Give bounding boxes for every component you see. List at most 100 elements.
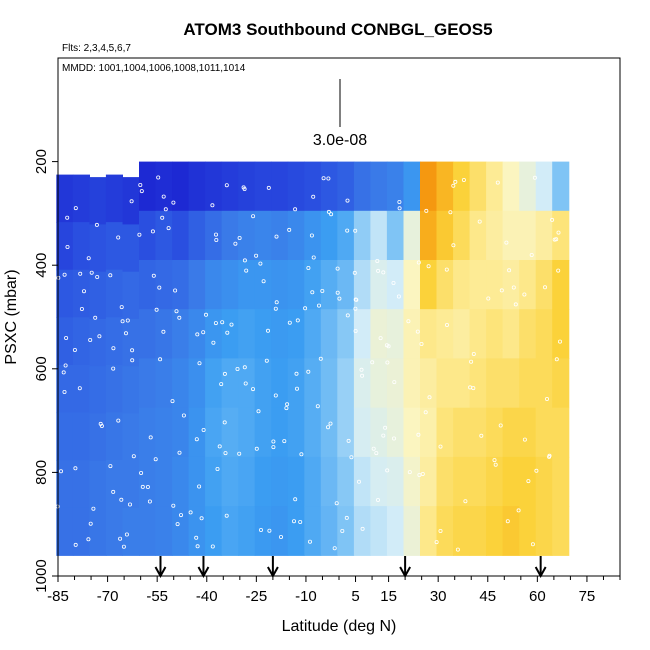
sample-point (210, 203, 215, 208)
heatmap-cell (337, 260, 355, 310)
heatmap-cell (155, 210, 173, 261)
heatmap-cell (453, 506, 471, 556)
heatmap-cell (139, 260, 157, 310)
sample-point (214, 237, 219, 242)
heatmap-cell (552, 407, 570, 458)
heatmap-cell (172, 407, 190, 458)
sample-point (153, 457, 158, 462)
heatmap-cell (337, 506, 355, 556)
sample-point (375, 258, 380, 263)
heatmap-cell (320, 210, 338, 261)
sample-point (266, 185, 271, 190)
heatmap-cell (486, 210, 504, 261)
sample-point (156, 175, 161, 180)
heatmap-cell (205, 456, 223, 507)
sample-point (250, 387, 255, 392)
heatmap-cell (238, 260, 256, 310)
sample-point (391, 436, 396, 441)
heatmap-cell (386, 161, 404, 212)
sample-point (88, 521, 93, 526)
heatmap-cell (502, 358, 520, 409)
heatmap-cell (89, 460, 107, 509)
heatmap-cell (139, 456, 157, 507)
sample-point (287, 320, 292, 325)
sample-point (78, 271, 83, 276)
sample-point (177, 450, 182, 455)
heatmap-cell (105, 412, 123, 461)
heatmap-cell (552, 358, 570, 409)
scale-bar-label: 3.0e-08 (313, 132, 367, 149)
sample-point (213, 232, 218, 237)
heatmap-cell (205, 260, 223, 310)
sample-point (127, 502, 132, 507)
sample-point (329, 212, 334, 217)
heatmap-cell (139, 358, 157, 409)
sample-point (79, 306, 84, 311)
heatmap-cell (287, 506, 305, 556)
heatmap-cell (188, 456, 206, 507)
heatmap-cell (353, 260, 371, 310)
heatmap-cell (254, 407, 272, 458)
sample-point (468, 385, 473, 390)
sample-point (119, 497, 124, 502)
sample-point (120, 319, 125, 324)
heatmap-cell (403, 358, 421, 409)
heatmap-cell (105, 364, 123, 414)
heatmap-cell (139, 309, 157, 359)
heatmap-cell (486, 407, 504, 458)
heatmap-cell (436, 506, 454, 556)
heatmap-cell (89, 366, 107, 415)
sample-point (237, 235, 242, 240)
sample-point (335, 266, 340, 271)
sample-point (278, 535, 283, 540)
arrow-head (197, 566, 210, 579)
sample-point (130, 348, 135, 353)
sample-point (360, 373, 365, 378)
sample-point (194, 437, 199, 442)
sample-point (65, 215, 70, 220)
sample-point (242, 365, 247, 370)
sample-point (293, 207, 298, 212)
sample-point (420, 471, 425, 476)
x-tick-label: 75 (579, 588, 596, 605)
sample-point (118, 536, 123, 541)
sample-point (166, 226, 171, 231)
x-tick-label: -70 (97, 588, 119, 605)
y-tick-label: 800 (33, 460, 50, 485)
sample-point (86, 256, 91, 261)
heatmap-cell (172, 506, 190, 556)
x-tick-label: 60 (529, 588, 546, 605)
heatmap-cell (254, 161, 272, 212)
sample-point (392, 380, 397, 385)
sample-point (335, 290, 340, 295)
heatmap-cell (436, 161, 454, 212)
heatmap-cell (337, 161, 355, 212)
heatmap-cell (254, 456, 272, 507)
heatmap-cell (386, 407, 404, 458)
sample-point (522, 292, 527, 297)
sample-point (116, 235, 121, 240)
heatmap-cell (172, 358, 190, 409)
heatmap-cell (519, 260, 537, 310)
heatmap-cell (519, 161, 537, 212)
heatmap-cell (469, 161, 487, 212)
heatmap-cell (89, 318, 107, 367)
y-axis: 200 400 600 800 1000 (33, 149, 58, 593)
sample-point (86, 537, 91, 542)
sample-point (471, 351, 476, 356)
sample-point (479, 433, 484, 438)
sample-point (424, 208, 429, 213)
heatmap-cell (155, 456, 173, 507)
heatmap-cell (238, 210, 256, 261)
heatmap-cell (535, 260, 553, 310)
sample-point (349, 455, 354, 460)
heatmap-cell (238, 358, 256, 409)
heatmap-cell (155, 358, 173, 409)
sample-point (295, 318, 300, 323)
heatmap-cell (238, 309, 256, 359)
heatmap-cell (271, 210, 289, 261)
heatmap-cell (370, 358, 388, 409)
sample-point (157, 285, 162, 290)
sample-point (337, 296, 342, 301)
heatmap-cell (238, 456, 256, 507)
